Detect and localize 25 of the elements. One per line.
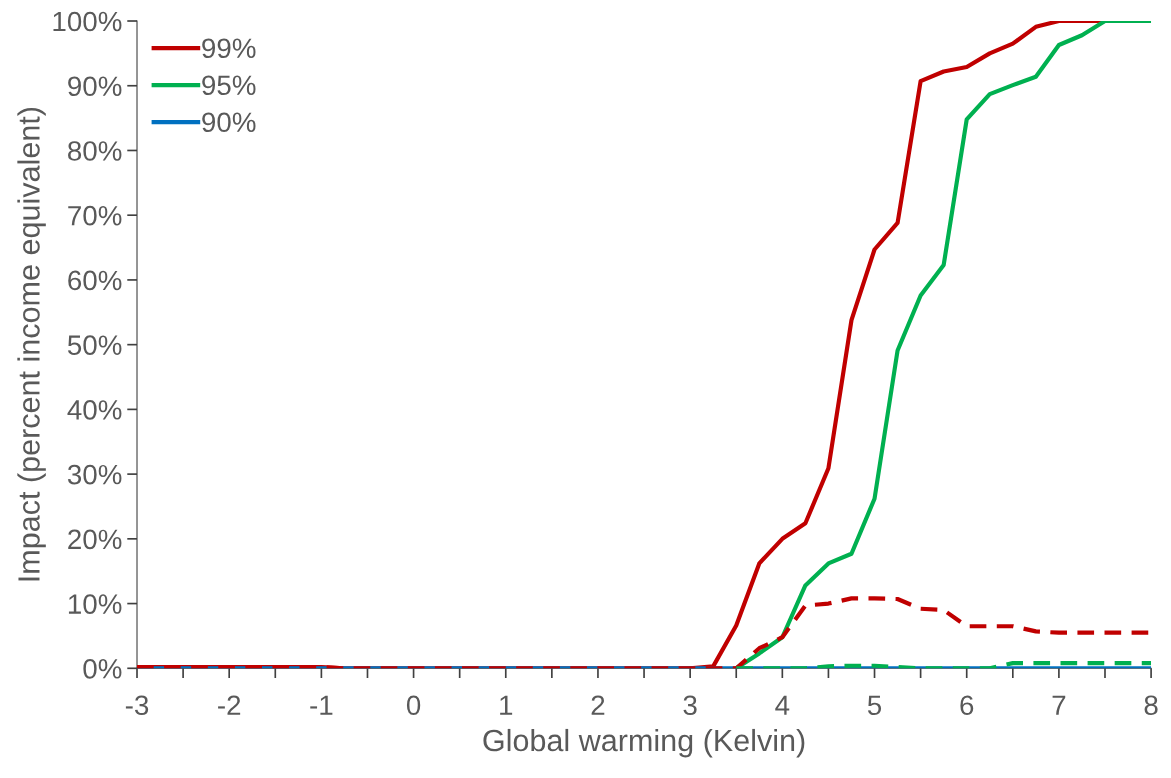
x-tick-label: -2 (218, 695, 241, 715)
y-tick-label: 30% (67, 464, 122, 485)
y-tick-label: 60% (68, 270, 122, 291)
x-tick-label: 8 (1144, 695, 1158, 716)
x-tick-label: 3 (683, 695, 697, 716)
y-tick-label: 100% (53, 11, 122, 32)
x-tick-label: 7 (1052, 695, 1066, 715)
x-tick-label: -3 (125, 695, 149, 716)
y-tick-label: 10% (68, 594, 122, 614)
x-axis-title: Global warming (Kelvin) (483, 728, 805, 758)
x-tick-label: 5 (867, 695, 882, 716)
x-tick-label: 1 (500, 695, 513, 715)
x-tick-label: 4 (775, 695, 790, 715)
y-tick-label: 80% (68, 141, 122, 161)
x-tick-label: 2 (591, 695, 605, 715)
y-tick-label: 40% (67, 400, 122, 420)
y-tick-label: 20% (68, 529, 122, 550)
y-axis-title: Impact (percent income equivalent) (17, 107, 46, 581)
y-tick-label: 70% (68, 205, 122, 226)
x-tick-label: 0 (406, 695, 421, 716)
y-tick-label: 90% (68, 76, 122, 97)
x-tick-label: -1 (310, 695, 333, 715)
y-tick-label: 0% (83, 658, 122, 679)
x-tick-label: 6 (960, 695, 974, 716)
y-tick-label: 50% (67, 335, 122, 355)
